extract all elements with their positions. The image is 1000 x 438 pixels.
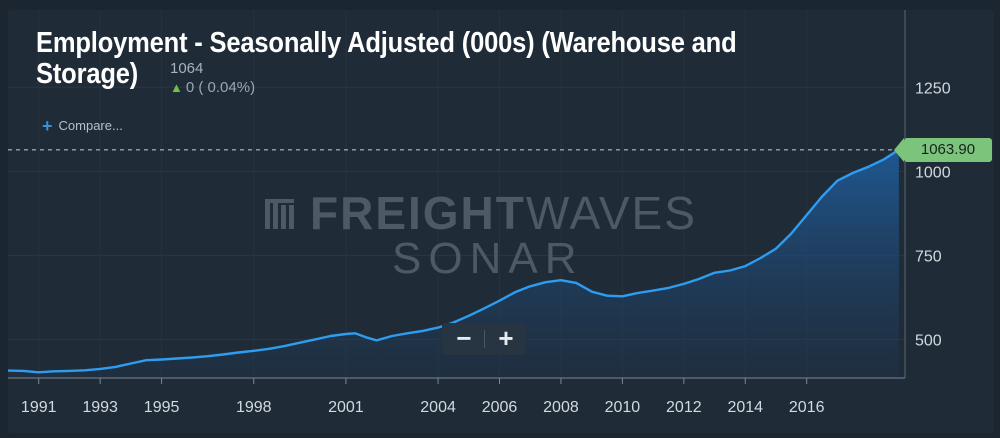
freightwaves-logo-icon [265, 199, 294, 229]
chart-panel: 500 750 1000 1250 1991 1993 1995 1998 2001 2004 20… [8, 10, 994, 433]
watermark-thin: WAVES [525, 187, 697, 239]
y-tick-label-1: 750 [915, 248, 942, 265]
x-tick-label-10: 2014 [727, 399, 763, 416]
y-tick-label-0: 500 [915, 332, 942, 349]
arrow-up-icon: ▲ [170, 80, 183, 95]
y-tick-label-2: 1000 [915, 164, 951, 181]
series-area [8, 149, 899, 378]
x-tick-label-11: 2016 [789, 399, 825, 416]
x-tick-label-1: 1993 [82, 399, 118, 416]
plus-icon: + [42, 116, 53, 136]
current-price: 1064 [170, 60, 204, 77]
y-tick-label-3: 1250 [915, 80, 951, 97]
zoom-out-button[interactable]: − [456, 323, 472, 353]
axes: 500 750 1000 1250 1991 1993 1995 1998 2001 2004 20… [8, 10, 951, 416]
x-tick-label-7: 2008 [543, 399, 579, 416]
compare-button[interactable]: + Compare... [42, 116, 123, 137]
watermark-sonar: SONAR [392, 234, 584, 283]
x-tick-label-3: 1998 [236, 399, 272, 416]
x-tick-label-4: 2001 [328, 399, 364, 416]
chart-title: Employment - Seasonally Adjusted (000s) … [36, 27, 737, 90]
zoom-in-button[interactable]: + [498, 323, 514, 353]
price-change: ▲ 0 ( 0.04%) [170, 79, 255, 96]
x-tick-label-8: 2010 [605, 399, 641, 416]
x-tick-label-6: 2006 [482, 399, 518, 416]
x-tick-label-2: 1995 [144, 399, 180, 416]
zoom-controls: − + [442, 323, 526, 355]
watermark-freightwaves: FREIGHTWAVES [264, 186, 754, 240]
x-tick-label-9: 2012 [666, 399, 702, 416]
zoom-divider [484, 330, 485, 348]
quote-box: 1064 ▲ 0 ( 0.04%) [170, 60, 255, 96]
chart-svg[interactable]: 500 750 1000 1250 1991 1993 1995 1998 2001 2004 20… [8, 10, 994, 433]
x-tick-label-0: 1991 [21, 399, 57, 416]
last-value-badge: 1063.90 [894, 137, 992, 162]
x-tick-label-5: 2004 [420, 399, 456, 416]
compare-label: Compare... [58, 118, 123, 133]
price-change-value: 0 ( 0.04%) [185, 79, 256, 96]
watermark-bold: FREIGHT [310, 187, 526, 239]
